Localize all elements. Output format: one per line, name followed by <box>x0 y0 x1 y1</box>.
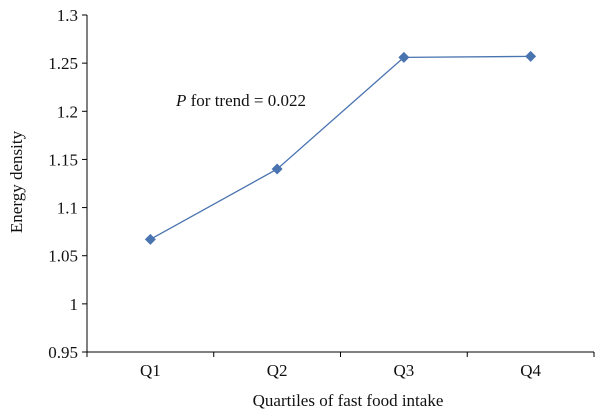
y-tick-label: 1.2 <box>57 102 78 121</box>
data-point-q2 <box>271 163 283 175</box>
y-tick-label: 1.15 <box>48 150 78 169</box>
x-tick-label: Q2 <box>267 361 288 380</box>
y-tick-label: 1.25 <box>48 54 78 73</box>
y-axis-title: Energy density <box>7 130 26 233</box>
data-point-q3 <box>398 51 410 63</box>
data-point-q4 <box>525 50 537 62</box>
y-tick-label: 1.3 <box>57 6 78 25</box>
y-tick-label: 1 <box>70 295 79 314</box>
x-tick-label: Q3 <box>393 361 414 380</box>
y-axis: 0.95 1 1.05 1.1 1.15 1.2 1.25 1.3 <box>48 6 88 362</box>
y-tick-label: 1.1 <box>57 199 78 218</box>
trend-annotation-p: P <box>175 91 186 110</box>
x-tick-label: Q1 <box>140 361 161 380</box>
trend-annotation-text: for trend = 0.022 <box>186 91 306 110</box>
x-axis: Q1 Q2 Q3 Q4 <box>86 351 595 380</box>
x-tick-label: Q4 <box>520 361 541 380</box>
series-line <box>150 55 531 240</box>
y-tick-label: 0.95 <box>48 343 78 362</box>
trend-annotation: P for trend = 0.022 <box>175 91 306 110</box>
x-axis-title: Quartiles of fast food intake <box>253 391 444 410</box>
y-tick-label: 1.05 <box>48 247 78 266</box>
data-point-q1 <box>144 233 156 245</box>
series-energy-density <box>144 50 537 245</box>
